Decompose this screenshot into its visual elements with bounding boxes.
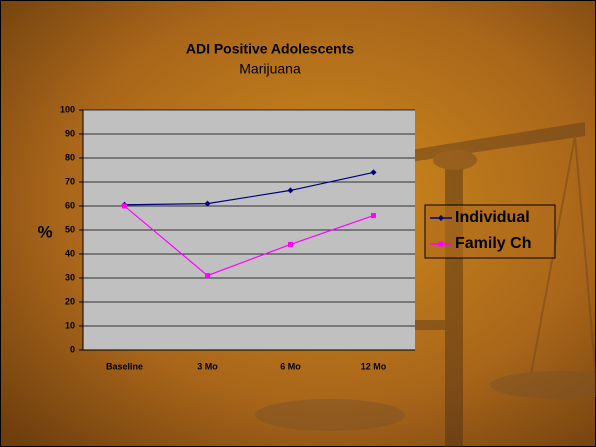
legend-label: Family Ch (455, 235, 531, 252)
data-point (205, 273, 210, 279)
y-tick-label: 30 (65, 272, 75, 282)
y-axis-label: % (37, 222, 52, 241)
y-tick-label: 90 (65, 128, 75, 138)
data-point (371, 213, 376, 219)
legend (424, 204, 556, 259)
y-tick-label: 0 (70, 344, 75, 354)
series-line (124, 205, 374, 277)
y-tick-label: 10 (65, 320, 75, 330)
data-point (438, 215, 444, 221)
y-tick-label: 100 (60, 104, 75, 114)
y-tick-label: 60 (65, 200, 75, 210)
x-tick-label: 6 Mo (280, 361, 301, 371)
data-point (370, 169, 377, 176)
y-tick-label: 70 (65, 176, 75, 186)
data-point (204, 200, 211, 207)
data-point (438, 241, 444, 247)
x-tick-label: 3 Mo (197, 361, 218, 371)
y-tick-label: 40 (65, 248, 75, 258)
chart-title: ADI Positive Adolescents (186, 41, 355, 57)
series-line (124, 171, 374, 206)
legend-label: Individual (455, 209, 530, 226)
x-tick-label: 12 Mo (361, 361, 387, 371)
chart-subtitle: Marijuana (239, 61, 301, 77)
data-point (287, 187, 294, 194)
y-tick-label: 50 (65, 224, 75, 234)
data-point (288, 241, 293, 247)
y-tick-label: 80 (65, 152, 75, 162)
data-point (122, 203, 127, 209)
y-tick-label: 20 (65, 296, 75, 306)
x-tick-label: Baseline (106, 361, 143, 371)
